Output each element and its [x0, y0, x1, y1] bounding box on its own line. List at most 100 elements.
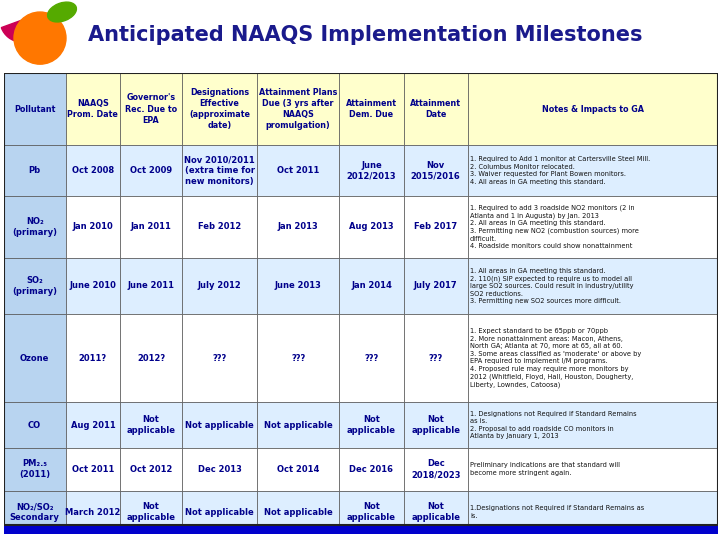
Bar [182, 402, 257, 448]
Bar [66, 258, 120, 314]
Bar [404, 448, 468, 491]
Bar [404, 145, 468, 196]
Text: Feb 2012: Feb 2012 [198, 222, 241, 231]
Bar [339, 145, 404, 196]
Text: Oct 2011: Oct 2011 [72, 465, 114, 474]
Text: NAAQS
Prom. Date: NAAQS Prom. Date [68, 99, 118, 119]
Text: Oct 2012: Oct 2012 [130, 465, 172, 474]
Bar [257, 402, 339, 448]
Text: NO₂
(primary): NO₂ (primary) [12, 217, 57, 237]
Bar [66, 448, 120, 491]
Bar [339, 402, 404, 448]
Text: Not
applicable: Not applicable [347, 502, 396, 522]
Text: Not applicable: Not applicable [185, 421, 254, 429]
Text: Aug 2013: Aug 2013 [349, 222, 394, 231]
Text: Not applicable: Not applicable [185, 508, 254, 517]
Text: June 2013: June 2013 [275, 281, 322, 291]
Text: Not
applicable: Not applicable [411, 502, 460, 522]
Bar [120, 448, 182, 491]
Bar [468, 258, 718, 314]
Bar [182, 196, 257, 258]
Text: Jan 2014: Jan 2014 [351, 281, 392, 291]
Text: ???: ??? [364, 354, 379, 362]
Bar [257, 73, 339, 145]
Text: Not
applicable: Not applicable [127, 502, 176, 522]
Bar [66, 402, 120, 448]
Bar [4, 314, 66, 402]
Text: Attainment Plans
Due (3 yrs after
NAAQS
promulgation): Attainment Plans Due (3 yrs after NAAQS … [259, 88, 338, 130]
Text: 2012?: 2012? [137, 354, 165, 362]
Bar [257, 145, 339, 196]
Text: June 2011: June 2011 [127, 281, 174, 291]
Bar [66, 145, 120, 196]
Bar [182, 145, 257, 196]
Bar [120, 196, 182, 258]
Text: ???: ??? [291, 354, 305, 362]
Text: Oct 2014: Oct 2014 [277, 465, 320, 474]
Text: July 2017: July 2017 [414, 281, 457, 291]
Text: Not
applicable: Not applicable [127, 415, 176, 435]
Ellipse shape [48, 2, 76, 22]
Bar [468, 73, 718, 145]
Bar [468, 402, 718, 448]
Text: ???: ??? [212, 354, 227, 362]
Bar [468, 314, 718, 402]
Text: Governor's
Rec. Due to
EPA: Governor's Rec. Due to EPA [125, 93, 177, 125]
Text: Dec 2013: Dec 2013 [198, 465, 242, 474]
Text: 1. Required to add 3 roadside NO2 monitors (2 in
Atlanta and 1 in Augusta) by Ja: 1. Required to add 3 roadside NO2 monito… [470, 204, 639, 249]
Text: Not
applicable: Not applicable [411, 415, 460, 435]
Text: Pb: Pb [29, 166, 41, 175]
Circle shape [14, 12, 66, 64]
Bar [339, 73, 404, 145]
Text: Dec
2018/2023: Dec 2018/2023 [411, 459, 461, 480]
Bar [66, 314, 120, 402]
Text: Jan 2013: Jan 2013 [278, 222, 318, 231]
Bar [4, 525, 718, 534]
Bar [182, 73, 257, 145]
Text: 1. Required to Add 1 monitor at Cartersville Steel Mill.
2. Columbus Monitor rel: 1. Required to Add 1 monitor at Cartersv… [470, 157, 650, 185]
Bar [468, 196, 718, 258]
Text: 1.Designations not Required if Standard Remains as
is.: 1.Designations not Required if Standard … [470, 505, 644, 519]
Bar [257, 448, 339, 491]
Bar [182, 491, 257, 534]
Bar [257, 196, 339, 258]
Text: Jan 2011: Jan 2011 [130, 222, 171, 231]
Bar [404, 314, 468, 402]
Text: Oct 2011: Oct 2011 [277, 166, 320, 175]
Bar [120, 314, 182, 402]
Text: 1. Expect standard to be 65ppb or 70ppb
2. More nonattainment areas: Macon, Athe: 1. Expect standard to be 65ppb or 70ppb … [470, 328, 642, 388]
Bar [66, 73, 120, 145]
Text: Oct 2008: Oct 2008 [72, 166, 114, 175]
Bar [4, 402, 66, 448]
Bar [339, 196, 404, 258]
Text: Jan 2010: Jan 2010 [73, 222, 113, 231]
Bar [468, 448, 718, 491]
Text: 2011?: 2011? [78, 354, 107, 362]
Text: July 2012: July 2012 [198, 281, 241, 291]
Bar [404, 73, 468, 145]
Bar [182, 448, 257, 491]
Bar [120, 491, 182, 534]
Text: NO₂/SO₂
Secondary: NO₂/SO₂ Secondary [10, 502, 60, 522]
Text: SO₂
(primary): SO₂ (primary) [12, 276, 57, 296]
Text: CO: CO [28, 421, 41, 429]
Text: June
2012/2013: June 2012/2013 [346, 160, 396, 181]
Text: 1. All areas in GA meeting this standard.
2. 110(n) SIP expected to require us t: 1. All areas in GA meeting this standard… [470, 267, 634, 304]
Text: Dec 2016: Dec 2016 [349, 465, 393, 474]
Wedge shape [1, 20, 41, 42]
Bar [4, 196, 66, 258]
Text: PM₂.₅
(2011): PM₂.₅ (2011) [19, 459, 50, 480]
Bar [182, 314, 257, 402]
Bar [4, 73, 66, 145]
Text: June 2010: June 2010 [69, 281, 117, 291]
Text: Attainment
Date: Attainment Date [410, 99, 462, 119]
Bar [4, 448, 66, 491]
Bar [4, 145, 66, 196]
Text: Feb 2017: Feb 2017 [414, 222, 457, 231]
Bar [120, 145, 182, 196]
Bar [468, 491, 718, 534]
Bar [257, 491, 339, 534]
Bar [120, 73, 182, 145]
Bar [66, 491, 120, 534]
Text: Nov
2015/2016: Nov 2015/2016 [411, 160, 461, 181]
